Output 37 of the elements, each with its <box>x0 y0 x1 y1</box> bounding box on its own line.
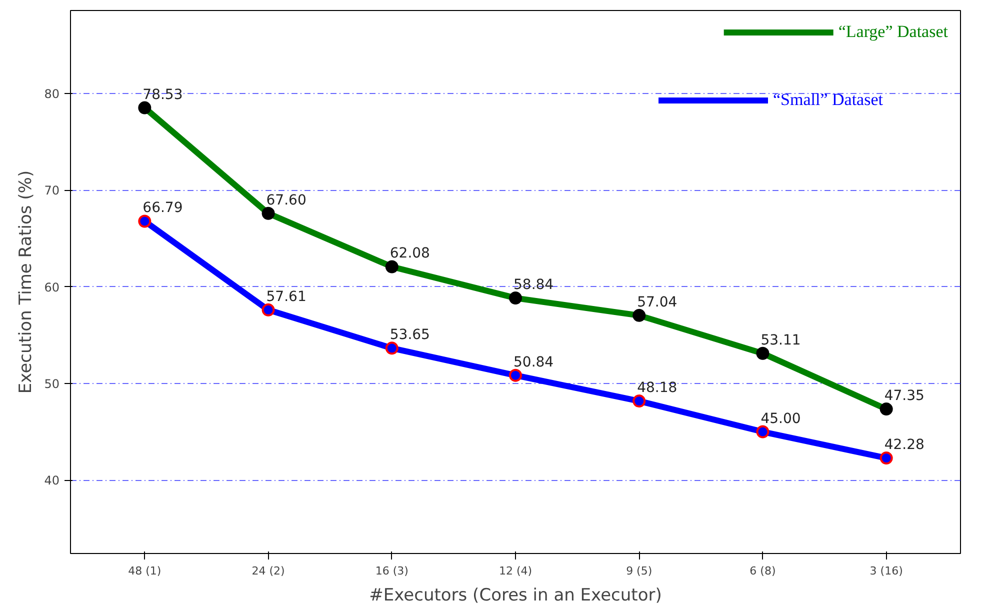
text: “Small” Dataset <box>773 90 883 110</box>
data-label: 67.60 <box>266 192 306 208</box>
x-tick-label: 3 (16) <box>870 564 903 578</box>
data-label: 62.08 <box>390 246 430 262</box>
data-label: 57.61 <box>266 288 306 305</box>
x-tick-label: 9 (5) <box>626 564 652 578</box>
data-label: 47.35 <box>884 388 924 404</box>
x-tick-label: 16 (3) <box>375 564 408 578</box>
y-tick-label: 50 <box>44 376 60 391</box>
point <box>632 394 646 408</box>
data-label: 53.65 <box>390 327 430 344</box>
data-label: 78.53 <box>142 86 183 103</box>
point <box>880 452 893 465</box>
x-axis-title: #Executors (Cores in an Executor) <box>369 586 662 606</box>
text: “Large” Dataset <box>838 22 948 42</box>
data-label: 48.18 <box>637 380 678 396</box>
y-tick-label: 60 <box>44 280 60 294</box>
data-label: 66.79 <box>142 200 183 216</box>
data-label: 57.04 <box>637 294 678 310</box>
data-label: 50.84 <box>514 354 554 370</box>
data-label: 45.00 <box>760 410 801 427</box>
x-tick-label: 24 (2) <box>252 564 285 578</box>
y-tick-label: 70 <box>44 184 60 198</box>
data-label: 53.11 <box>760 332 801 348</box>
point <box>262 303 275 316</box>
point <box>385 342 398 355</box>
point <box>138 214 152 228</box>
point <box>509 368 522 382</box>
x-tick-label: 12 (4) <box>498 564 532 578</box>
data-label: 42.28 <box>884 437 924 454</box>
x-tick-label: 6 (8) <box>750 564 776 578</box>
data-label: 58.84 <box>514 277 554 294</box>
y-tick-label: 40 <box>44 474 60 488</box>
point <box>756 425 770 438</box>
y-axis-title: Execution Time Ratios (%) <box>16 170 36 394</box>
x-tick-label: 48 (1) <box>128 564 162 578</box>
y-tick-label: 80 <box>44 87 60 102</box>
